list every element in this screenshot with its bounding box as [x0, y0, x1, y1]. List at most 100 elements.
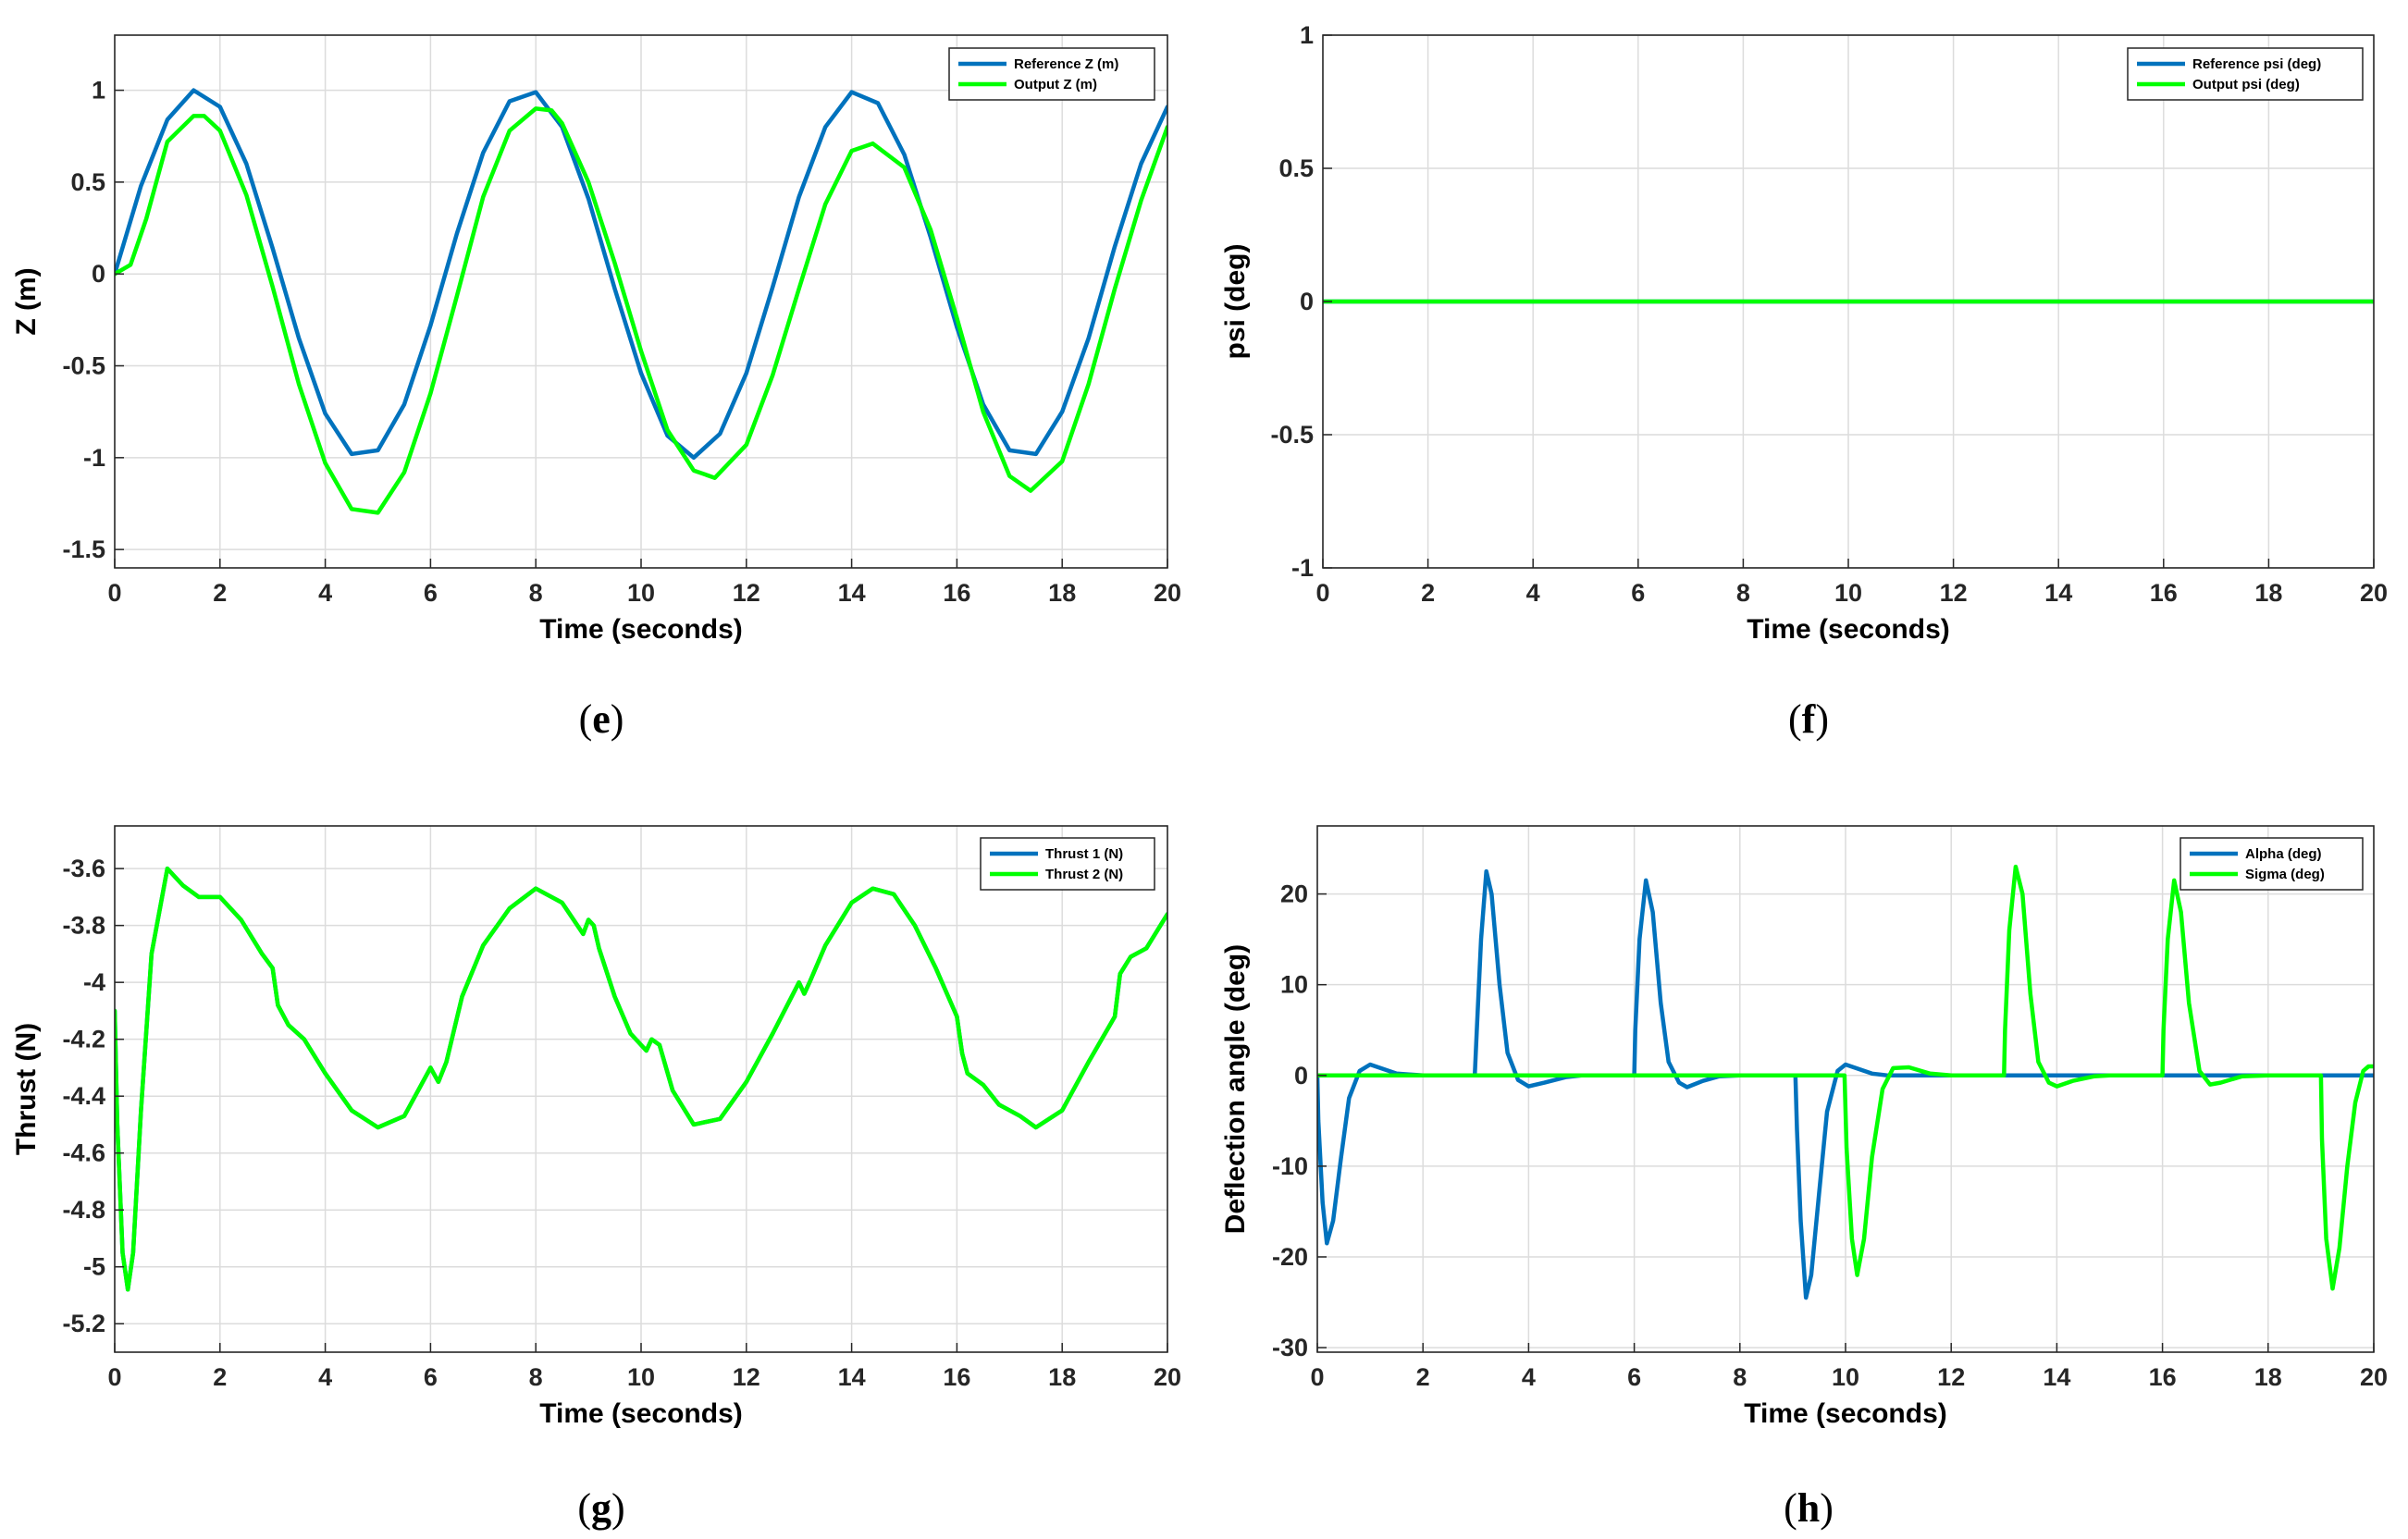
legend-box: [2180, 837, 2364, 891]
x-tick-label: 8: [1733, 1363, 1747, 1391]
x-tick-label: 10: [627, 579, 655, 607]
x-tick-label: 0: [1315, 579, 1329, 607]
series-line-1: [1317, 868, 2374, 1300]
panel-caption: (g): [577, 1485, 624, 1531]
x-tick-label: 0: [1310, 1363, 1324, 1391]
x-tick-label: 8: [529, 1363, 543, 1391]
x-tick-label: 14: [838, 1363, 866, 1391]
series-line-2: [1317, 864, 2374, 1291]
y-tick-label: 0.5: [1278, 154, 1314, 182]
y-tick-label: -5: [83, 1253, 105, 1281]
x-axis-label: Time (seconds): [1747, 614, 1950, 645]
x-tick-label: 10: [627, 1363, 655, 1391]
y-axis-label: Thrust (N): [11, 1023, 42, 1155]
x-tick-label: 6: [1631, 579, 1645, 607]
legend-entry-1: Alpha (deg): [2245, 846, 2322, 862]
x-axis-label: Time (seconds): [1744, 1398, 1947, 1429]
y-tick-label: -4.2: [62, 1026, 105, 1053]
x-tick-label: 6: [424, 579, 438, 607]
x-tick-label: 16: [2150, 579, 2178, 607]
x-tick-label: 12: [1937, 1363, 1965, 1391]
legend-entry-2: Output psi (deg): [2192, 77, 2300, 92]
panel-caption: (h): [1784, 1485, 1834, 1531]
y-tick-label: -30: [1272, 1334, 1308, 1361]
series-line-2: [115, 866, 1167, 1292]
panel-caption-letter: g: [591, 1485, 611, 1531]
x-tick-label: 14: [838, 579, 866, 607]
y-tick-label: 1: [92, 77, 105, 105]
series-line-1: [115, 88, 1167, 461]
y-tick-label: -5.2: [62, 1310, 105, 1337]
x-tick-label: 6: [1627, 1363, 1641, 1391]
x-axis-label: Time (seconds): [539, 614, 743, 645]
y-tick-label: -4.4: [62, 1082, 105, 1110]
legend-entry-1: Thrust 1 (N): [1045, 846, 1123, 862]
y-tick-label: 10: [1280, 971, 1308, 999]
legend: Reference Z (m) Output Z (m): [948, 47, 1155, 101]
y-tick-label: -20: [1272, 1243, 1308, 1271]
chart-e: 0 2 4 6 8 10 12 14 16 18 20 -1.5 -1 -0.5 0 0.5 1 Time (se…: [11, 34, 1181, 742]
x-tick-label: 20: [1154, 1363, 1181, 1391]
y-tick-label: -4.6: [62, 1139, 105, 1167]
y-tick-label: -0.5: [1270, 421, 1314, 449]
legend: Alpha (deg) Sigma (deg): [2180, 837, 2364, 891]
y-tick-label: -4.8: [62, 1196, 105, 1224]
x-tick-label: 0: [107, 1363, 121, 1391]
x-tick-label: 4: [318, 1363, 332, 1391]
x-tick-label: 12: [733, 579, 760, 607]
x-tick-label: 8: [529, 579, 543, 607]
x-tick-label: 0: [107, 579, 121, 607]
y-tick-label: 0: [1300, 288, 1314, 315]
x-tick-label: 20: [1154, 579, 1181, 607]
chart-f: 0 2 4 6 8 10 12 14 16 18 20 -1 -0.5 0 0.5 1 Time (second…: [1220, 21, 2388, 742]
y-tick-label: -3.8: [62, 912, 105, 940]
panel-caption-letter: f: [1802, 696, 1817, 742]
x-tick-label: 6: [424, 1363, 438, 1391]
legend-entry-2: Output Z (m): [1014, 77, 1097, 92]
x-tick-label: 2: [213, 579, 227, 607]
legend-box: [2127, 47, 2364, 101]
panel-caption-letter: e: [592, 696, 611, 742]
x-tick-label: 12: [1940, 579, 1968, 607]
x-tick-label: 4: [318, 579, 332, 607]
legend: Reference psi (deg) Output psi (deg): [2127, 47, 2364, 101]
chart-h: 0 2 4 6 8 10 12 14 16 18 20 -30 -20 -10 0 10 20 Time (sec…: [1220, 825, 2388, 1531]
x-tick-label: 20: [2360, 579, 2388, 607]
legend-box: [948, 47, 1155, 101]
x-tick-label: 16: [943, 579, 970, 607]
x-tick-label: 18: [2254, 1363, 2282, 1391]
series-line-2: [115, 106, 1167, 515]
x-tick-label: 2: [213, 1363, 227, 1391]
x-tick-label: 8: [1736, 579, 1750, 607]
x-tick-label: 2: [1416, 1363, 1430, 1391]
y-tick-label: 0: [92, 260, 105, 288]
legend-entry-2: Thrust 2 (N): [1045, 867, 1123, 882]
x-tick-label: 10: [1832, 1363, 1859, 1391]
x-tick-label: 10: [1834, 579, 1862, 607]
y-tick-label: -1: [1291, 554, 1314, 582]
y-axis-label: psi (deg): [1220, 244, 1251, 360]
x-tick-label: 4: [1522, 1363, 1536, 1391]
x-tick-label: 16: [943, 1363, 970, 1391]
y-tick-label: -1.5: [62, 536, 105, 563]
y-tick-label: -3.6: [62, 855, 105, 882]
y-tick-label: -10: [1272, 1152, 1308, 1180]
y-tick-label: 1: [1300, 21, 1314, 49]
x-tick-label: 2: [1421, 579, 1435, 607]
x-tick-label: 14: [2044, 579, 2072, 607]
y-tick-label: 20: [1280, 880, 1308, 908]
x-tick-label: 18: [1048, 1363, 1076, 1391]
legend-entry-1: Reference psi (deg): [2192, 56, 2321, 72]
panel-caption: (f): [1788, 696, 1829, 742]
legend-entry-2: Sigma (deg): [2245, 867, 2325, 882]
y-tick-label: -1: [83, 444, 105, 472]
x-tick-label: 16: [2149, 1363, 2177, 1391]
panel-caption-letter: h: [1797, 1485, 1820, 1531]
legend-entry-1: Reference Z (m): [1014, 56, 1118, 72]
legend: Thrust 1 (N) Thrust 2 (N): [980, 837, 1155, 891]
x-tick-label: 14: [2043, 1363, 2070, 1391]
y-tick-label: 0: [1294, 1062, 1308, 1090]
x-axis-label: Time (seconds): [539, 1398, 743, 1429]
legend-box: [980, 837, 1155, 891]
